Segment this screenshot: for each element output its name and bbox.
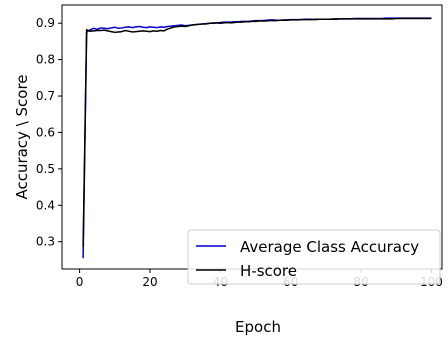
legend-box bbox=[187, 229, 441, 285]
legend-label-average-class-accuracy: Average Class Accuracy bbox=[240, 238, 419, 256]
y-tick-label: 0.9 bbox=[36, 16, 55, 30]
y-axis: 0.3 0.4 0.5 0.6 0.7 0.8 0.9 bbox=[36, 16, 62, 249]
y-tick-label: 0.7 bbox=[36, 89, 55, 103]
series-layer bbox=[82, 17, 432, 259]
legend-label-h-score: H-score bbox=[240, 262, 297, 280]
series-line-h-score bbox=[82, 17, 432, 248]
y-tick-label: 0.8 bbox=[36, 53, 55, 67]
y-tick-label: 0.3 bbox=[36, 235, 55, 249]
legend: Average Class Accuracy H-score bbox=[187, 229, 441, 285]
x-tick-label: 20 bbox=[142, 275, 157, 289]
x-tick-label: 0 bbox=[76, 275, 84, 289]
y-tick-label: 0.5 bbox=[36, 162, 55, 176]
x-axis-label: Epoch bbox=[235, 318, 281, 336]
y-tick-label: 0.6 bbox=[36, 125, 55, 139]
y-axis-label: Accuracy \ Score bbox=[13, 74, 31, 199]
y-tick-label: 0.4 bbox=[36, 198, 55, 212]
